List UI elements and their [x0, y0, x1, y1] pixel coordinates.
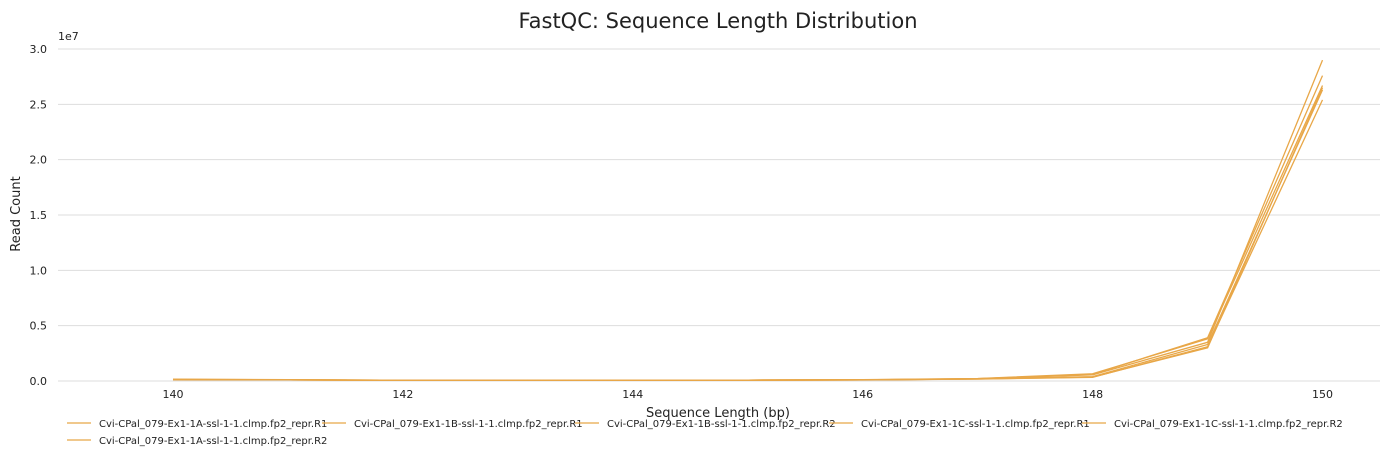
y-tick-label: 0.5	[30, 320, 48, 333]
y-tick-label: 1.5	[30, 209, 48, 222]
legend-item: Cvi-CPal_079-Ex1-1A-ssl-1-1.clmp.fp2_rep…	[67, 436, 327, 447]
legend-label: Cvi-CPal_079-Ex1-1A-ssl-1-1.clmp.fp2_rep…	[99, 419, 327, 430]
x-tick-label: 142	[392, 388, 413, 401]
legend-item: Cvi-CPal_079-Ex1-1C-ssl-1-1.clmp.fp2_rep…	[1082, 419, 1343, 430]
x-tick-label: 150	[1312, 388, 1333, 401]
x-tick-label: 140	[162, 388, 183, 401]
x-tick-label: 146	[852, 388, 873, 401]
legend-label: Cvi-CPal_079-Ex1-1B-ssl-1-1.clmp.fp2_rep…	[607, 419, 836, 430]
x-tick-label: 144	[622, 388, 643, 401]
x-tick-label: 148	[1082, 388, 1103, 401]
series-line	[172, 89, 1324, 381]
legend-label: Cvi-CPal_079-Ex1-1B-ssl-1-1.clmp.fp2_rep…	[354, 419, 583, 430]
y-tick-label: 0.0	[30, 375, 48, 388]
legend-item: Cvi-CPal_079-Ex1-1B-ssl-1-1.clmp.fp2_rep…	[575, 419, 836, 430]
legend-item: Cvi-CPal_079-Ex1-1C-ssl-1-1.clmp.fp2_rep…	[829, 419, 1090, 430]
y-axis-label: Read Count	[9, 176, 24, 251]
legend-item: Cvi-CPal_079-Ex1-1B-ssl-1-1.clmp.fp2_rep…	[322, 419, 583, 430]
grid-lines	[58, 48, 1380, 382]
y-tick-label: 1.0	[30, 264, 48, 277]
y-scale-label: 1e7	[58, 30, 79, 43]
legend-label: Cvi-CPal_079-Ex1-1C-ssl-1-1.clmp.fp2_rep…	[861, 419, 1090, 430]
x-axis-ticks: 140 142 144 146 148 150	[162, 388, 1333, 401]
legend-label: Cvi-CPal_079-Ex1-1A-ssl-1-1.clmp.fp2_rep…	[99, 436, 327, 447]
series-line	[172, 59, 1324, 381]
series-line	[172, 75, 1324, 381]
legend: Cvi-CPal_079-Ex1-1A-ssl-1-1.clmp.fp2_rep…	[67, 419, 1343, 447]
y-tick-label: 3.0	[30, 43, 48, 56]
y-axis-ticks: 0.0 0.5 1.0 1.5 2.0 2.5 3.0	[30, 43, 48, 388]
legend-label: Cvi-CPal_079-Ex1-1C-ssl-1-1.clmp.fp2_rep…	[1114, 419, 1343, 430]
series-line	[172, 85, 1324, 381]
series-line	[172, 87, 1324, 381]
series-line	[172, 99, 1324, 382]
x-axis-label: Sequence Length (bp)	[646, 406, 790, 421]
legend-item: Cvi-CPal_079-Ex1-1A-ssl-1-1.clmp.fp2_rep…	[67, 419, 327, 430]
y-tick-label: 2.0	[30, 154, 48, 167]
chart-title: FastQC: Sequence Length Distribution	[518, 9, 917, 33]
y-tick-label: 2.5	[30, 98, 48, 111]
series-lines	[172, 59, 1324, 382]
